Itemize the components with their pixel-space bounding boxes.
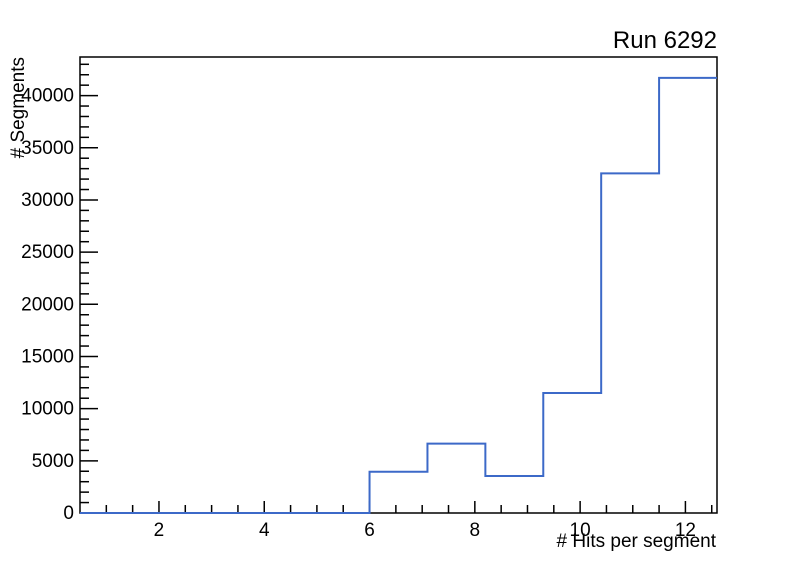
y-tick-label: 25000: [21, 242, 74, 263]
x-tick-label: 2: [154, 520, 165, 541]
chart-title: Run 6292: [612, 27, 717, 54]
y-tick-label: 40000: [21, 86, 74, 107]
y-tick-label: 30000: [21, 190, 74, 211]
x-tick-label: 6: [364, 520, 375, 541]
histogram-line: [80, 76, 717, 514]
x-tick-label: 4: [259, 520, 270, 541]
y-tick-label: 20000: [21, 294, 74, 315]
y-tick-label: 5000: [32, 451, 74, 472]
x-tick-label: 10: [570, 520, 591, 541]
y-tick-label: 35000: [21, 138, 74, 159]
plot-frame: [79, 56, 718, 514]
x-tick-label: 8: [470, 520, 481, 541]
x-tick-label: 12: [675, 520, 696, 541]
y-tick-label: 15000: [21, 346, 74, 367]
y-tick-label: 10000: [21, 399, 74, 420]
x-axis-label: # Hits per segment: [556, 531, 716, 552]
y-axis-label: # Segments: [8, 57, 29, 159]
y-tick-label: 0: [63, 503, 74, 524]
